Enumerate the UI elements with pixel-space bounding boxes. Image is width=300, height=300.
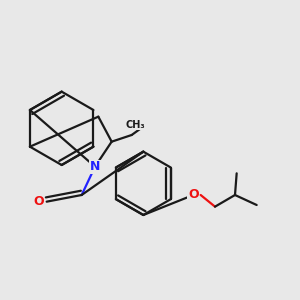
Text: N: N xyxy=(90,160,100,173)
Text: CH₃: CH₃ xyxy=(125,120,145,130)
Text: O: O xyxy=(33,195,44,208)
Text: O: O xyxy=(188,188,199,202)
